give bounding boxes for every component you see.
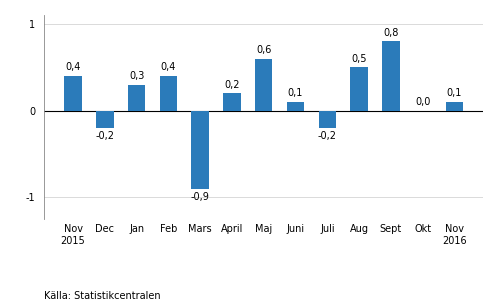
Bar — [128, 85, 145, 111]
Bar — [382, 41, 400, 111]
Text: -0,2: -0,2 — [318, 131, 337, 141]
Text: 0,4: 0,4 — [66, 62, 81, 72]
Text: 0,3: 0,3 — [129, 71, 144, 81]
Bar — [96, 111, 113, 128]
Text: 0,2: 0,2 — [224, 80, 240, 90]
Bar — [287, 102, 304, 111]
Bar — [255, 59, 273, 111]
Text: 0,5: 0,5 — [352, 54, 367, 64]
Text: 0,1: 0,1 — [447, 88, 462, 98]
Bar — [64, 76, 82, 111]
Text: 0,0: 0,0 — [415, 97, 430, 107]
Text: Källa: Statistikcentralen: Källa: Statistikcentralen — [44, 291, 161, 301]
Text: 0,1: 0,1 — [288, 88, 303, 98]
Bar — [318, 111, 336, 128]
Text: -0,2: -0,2 — [95, 131, 114, 141]
Bar — [160, 76, 177, 111]
Bar — [351, 67, 368, 111]
Text: 0,8: 0,8 — [383, 28, 398, 38]
Text: -0,9: -0,9 — [191, 192, 210, 202]
Bar — [223, 93, 241, 111]
Text: 0,4: 0,4 — [161, 62, 176, 72]
Text: 0,6: 0,6 — [256, 45, 272, 55]
Bar — [191, 111, 209, 188]
Bar — [446, 102, 463, 111]
